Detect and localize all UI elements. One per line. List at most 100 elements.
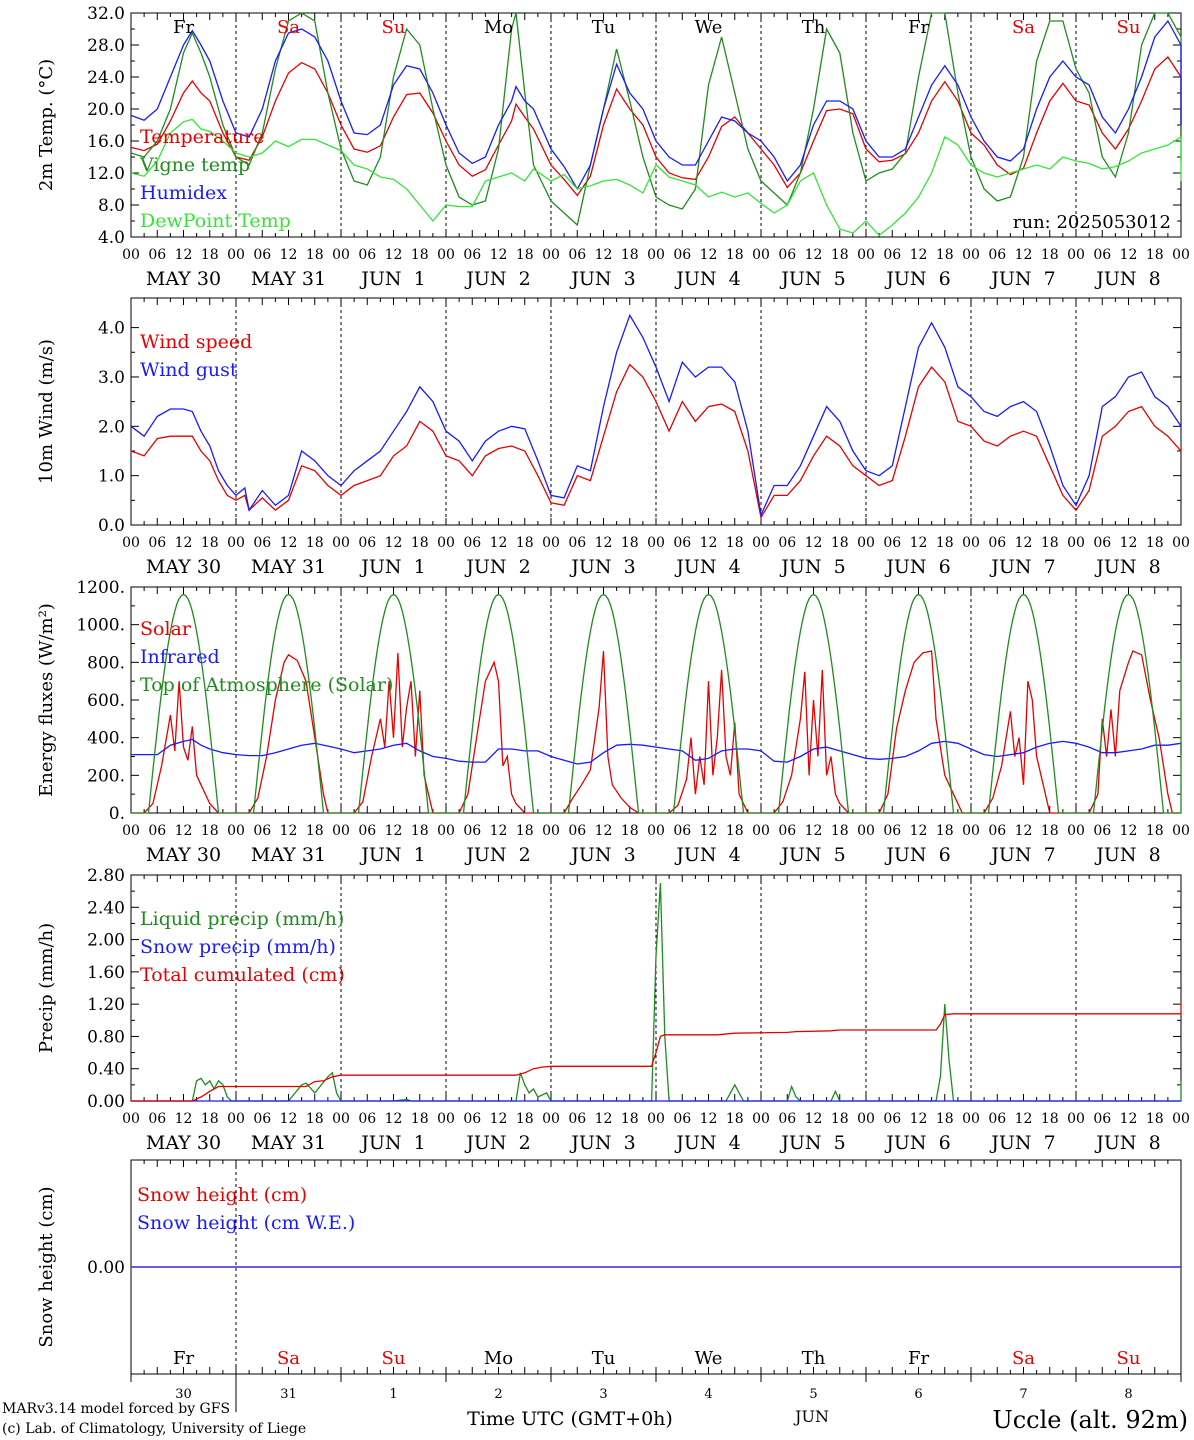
hour-tick-label: 00	[437, 823, 455, 839]
hour-tick-label: 12	[805, 535, 823, 551]
hour-tick-label: 18	[201, 823, 219, 839]
date-label: JUN 8	[1094, 844, 1160, 866]
hour-tick-label: 06	[463, 535, 481, 551]
hour-tick-label: 18	[201, 247, 219, 263]
day-number: 2	[494, 1387, 502, 1402]
date-label: JUN 3	[569, 1132, 635, 1154]
hour-tick-label: 12	[280, 1111, 298, 1127]
hour-tick-label: 18	[726, 823, 744, 839]
hour-tick-label: 12	[595, 535, 613, 551]
date-label: MAY 30	[146, 556, 221, 578]
hour-tick-label: 06	[988, 247, 1006, 263]
panel-4: 0.00 0.40 0.80 1.20 1.60 2.00 2.40 2.80 Precip (…	[36, 866, 1190, 1154]
hour-tick-label: 18	[411, 1111, 429, 1127]
station-label: Uccle (alt. 92m)	[992, 1406, 1188, 1434]
y-axis-label: Energy fluxes (W/m²)	[36, 603, 57, 797]
hour-tick-label: 12	[1120, 823, 1138, 839]
hour-tick-label: 00	[647, 247, 665, 263]
hour-tick-label: 00	[227, 247, 245, 263]
hour-tick-label: 00	[752, 1111, 770, 1127]
hour-tick-label: 06	[463, 823, 481, 839]
hour-tick-label: 12	[1120, 1111, 1138, 1127]
hour-tick-label: 18	[516, 1111, 534, 1127]
day-abbr: Sa	[1012, 17, 1035, 38]
hour-tick-label: 12	[910, 1111, 928, 1127]
hour-tick-label: 18	[936, 823, 954, 839]
hour-tick-label: 06	[358, 535, 376, 551]
date-label: JUN 3	[569, 268, 635, 290]
hour-tick-label: 12	[910, 535, 928, 551]
hour-tick-label: 18	[936, 535, 954, 551]
model-credit: MARv3.14 model forced by GFS	[2, 1401, 230, 1417]
y-axis-label: Snow height (cm)	[36, 1186, 57, 1347]
panel-2: 0.0 1.0 2.0 3.0 4.0 10m Wind (m/s) Wind speed W…	[36, 297, 1190, 578]
day-abbr: Sa	[277, 17, 300, 38]
hour-tick-label: 06	[148, 823, 166, 839]
hour-tick-label: 06	[673, 1111, 691, 1127]
y-tick-label: 3.0	[98, 368, 125, 388]
hour-tick-label: 18	[201, 1111, 219, 1127]
day-number: 6	[914, 1387, 922, 1402]
hour-tick-label: 12	[280, 247, 298, 263]
day-number: 30	[175, 1387, 192, 1402]
y-tick-label: 16.0	[87, 132, 125, 152]
legend-entry: Snow height (cm W.E.)	[137, 1212, 355, 1234]
date-label: JUN 8	[1094, 268, 1160, 290]
hour-tick-label: 06	[358, 1111, 376, 1127]
day-number: 31	[280, 1387, 297, 1402]
hour-tick-label: 12	[385, 535, 403, 551]
legend-entry: Infrared	[140, 646, 220, 668]
date-label: JUN 8	[1094, 556, 1160, 578]
hour-tick-label: 06	[148, 247, 166, 263]
date-label: JUN 5	[779, 1132, 845, 1154]
legend-entry: Vigne temp	[139, 154, 250, 176]
hour-tick-label: 06	[253, 1111, 271, 1127]
hour-tick-label: 06	[988, 535, 1006, 551]
y-tick-label: 2.80	[87, 866, 125, 886]
series-line-wind-gust	[130, 313, 1182, 518]
hour-tick-label: 12	[595, 247, 613, 263]
y-tick-label: 0.40	[87, 1060, 125, 1080]
day-number: 7	[1019, 1387, 1027, 1402]
hour-tick-label: 12	[595, 1111, 613, 1127]
legend-entry: Snow precip (mm/h)	[140, 936, 336, 958]
hour-tick-label: 00	[1067, 535, 1085, 551]
hour-tick-label: 12	[1015, 535, 1033, 551]
hour-tick-label: 06	[778, 823, 796, 839]
date-label: JUN 3	[569, 844, 635, 866]
hour-tick-label: 18	[726, 247, 744, 263]
series-line-dewpoint-temp	[130, 118, 1182, 237]
footer: MARv3.14 model forced by GFS (c) Lab. of…	[2, 1401, 1188, 1437]
date-label: JUN 6	[884, 1132, 950, 1154]
hour-tick-label: 18	[1146, 247, 1164, 263]
date-label: JUN 5	[779, 844, 845, 866]
hour-tick-label: 18	[831, 247, 849, 263]
legend-entry: Wind speed	[140, 331, 252, 353]
hour-tick-label: 00	[857, 1111, 875, 1127]
hour-tick-label: 06	[988, 1111, 1006, 1127]
date-label: MAY 31	[251, 844, 326, 866]
hour-tick-label: 18	[411, 823, 429, 839]
hour-tick-label: 12	[490, 823, 508, 839]
hour-tick-label: 12	[385, 247, 403, 263]
y-axis-label: 10m Wind (m/s)	[36, 339, 57, 484]
date-label: JUN 1	[359, 556, 425, 578]
hour-tick-label: 00	[647, 1111, 665, 1127]
date-label: JUN 7	[989, 1132, 1055, 1154]
y-tick-label: 400.	[87, 729, 125, 749]
date-label: JUN 2	[464, 556, 530, 578]
hour-tick-label: 06	[253, 247, 271, 263]
run-annotation: run: 2025053012	[1013, 212, 1171, 233]
hour-tick-label: 18	[621, 247, 639, 263]
day-abbr: Su	[382, 1348, 406, 1369]
day-abbr: Tu	[592, 1348, 616, 1369]
hour-tick-label: 06	[1093, 1111, 1111, 1127]
hour-tick-label: 18	[516, 535, 534, 551]
day-abbr: We	[695, 17, 723, 38]
hour-tick-label: 06	[568, 535, 586, 551]
legend-entry: Total cumulated (cm)	[140, 964, 345, 986]
hour-tick-label: 00	[542, 823, 560, 839]
hour-tick-label: 00	[647, 823, 665, 839]
hour-tick-label: 00	[1067, 823, 1085, 839]
